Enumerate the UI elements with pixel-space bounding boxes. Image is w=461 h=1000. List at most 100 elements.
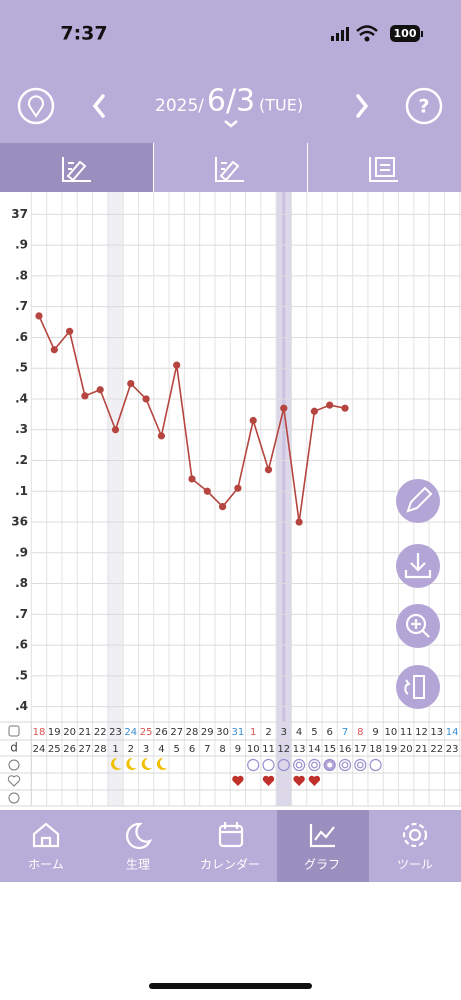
cycle-day-label: 24	[33, 744, 46, 755]
next-day[interactable]	[356, 94, 369, 118]
date-label: 19	[48, 727, 61, 738]
nav-label[interactable]: ツール	[397, 858, 433, 872]
date-label: 31	[232, 727, 245, 738]
temperature-point	[264, 466, 273, 474]
tab-icons	[62, 157, 398, 182]
date-label: 8	[357, 727, 363, 738]
temperature-point	[188, 475, 196, 483]
wifi-icon	[356, 25, 378, 36]
y-tick-label: 36	[11, 515, 28, 529]
test-ring	[293, 758, 306, 772]
cycle-day-label: 1	[112, 744, 118, 755]
nav-label[interactable]: カレンダー	[200, 857, 260, 872]
y-tick-label: .1	[15, 484, 28, 498]
y-tick-label: .8	[15, 576, 28, 590]
temperature-point	[173, 361, 181, 369]
tab[interactable]	[308, 143, 461, 192]
temperature-point	[66, 327, 74, 335]
date-label: 26	[155, 727, 168, 738]
cycle-day-label: 25	[48, 744, 61, 755]
nav-label[interactable]: グラフ	[304, 858, 340, 872]
cycle-day-label: 13	[293, 744, 306, 755]
date-label: 1	[250, 727, 256, 738]
date-label: 22	[94, 727, 107, 738]
cycle-day-label: 8	[219, 744, 225, 755]
temperature-point	[96, 386, 104, 394]
date-label: 28	[186, 727, 199, 738]
cycle-day-label: 5	[174, 744, 180, 755]
love-heart	[232, 775, 244, 786]
y-tick-label: .9	[15, 545, 28, 559]
period-moon	[111, 757, 122, 770]
date-label: 13	[430, 727, 443, 738]
fab[interactable]	[396, 479, 440, 523]
date-label: 10	[385, 727, 398, 738]
week-band	[107, 192, 124, 806]
temperature-point	[219, 503, 227, 511]
nav-label[interactable]: ホーム	[28, 858, 64, 872]
date-picker-chevron[interactable]	[224, 120, 238, 128]
test-ring	[338, 758, 352, 772]
y-tick-label: .3	[15, 422, 28, 436]
test-ring	[262, 758, 275, 772]
date-label: 6	[327, 727, 333, 738]
cycle-day-label: 2	[128, 744, 134, 755]
nav-label[interactable]: 生理	[126, 858, 150, 872]
help-button[interactable]	[405, 87, 443, 125]
y-tick-label: .4	[15, 699, 28, 713]
nav-icons	[32, 822, 428, 850]
temperature-point	[142, 395, 150, 403]
period-moon	[141, 757, 153, 770]
temperature-point	[234, 484, 242, 492]
test-ring	[308, 758, 321, 772]
date-label: 21	[79, 727, 92, 738]
y-tick-label: .4	[15, 391, 28, 405]
fab[interactable]	[396, 604, 440, 648]
temperature-point	[111, 426, 120, 434]
cycle-day-label: 22	[430, 744, 443, 755]
test-ring	[369, 758, 382, 772]
location-icon	[28, 95, 44, 118]
test-ring-star	[327, 762, 333, 768]
ovulation-row-icon	[8, 759, 20, 771]
test-ring-inner	[356, 761, 364, 769]
cycle-day-label: 10	[247, 744, 260, 755]
temperature-point	[249, 416, 257, 425]
tab[interactable]	[154, 143, 307, 192]
date-weekday: (TUE)	[259, 96, 303, 115]
y-tick-label: .9	[15, 238, 28, 252]
cycle-day-label: 15	[323, 744, 336, 755]
cycle-day-label: 17	[354, 744, 367, 755]
temperature-point	[203, 487, 211, 495]
signal-icon	[331, 27, 349, 41]
cycle-day-label: 6	[189, 744, 195, 755]
temperature-point	[295, 518, 303, 526]
cycle-day-label: 4	[158, 744, 164, 755]
fab[interactable]	[396, 665, 440, 709]
cycle-day-label: 19	[385, 744, 398, 755]
y-tick-label: 37	[11, 207, 28, 221]
temperature-point	[35, 312, 43, 320]
y-tick-label: .7	[15, 299, 28, 313]
status-time: 7:37	[60, 23, 107, 45]
fab-edit-icon	[406, 486, 433, 513]
date-label: 14	[446, 727, 459, 738]
y-tick-label: .5	[15, 668, 28, 682]
fab-zoom-plus	[411, 619, 430, 638]
temperature-point	[127, 379, 135, 388]
period-moon	[126, 757, 137, 770]
date-label: 9	[372, 727, 378, 738]
header-bg	[0, 0, 461, 143]
cycle-day-label: 14	[308, 744, 321, 755]
mood-row-icon	[8, 792, 20, 804]
home-indicator	[149, 983, 312, 989]
prev-day[interactable]	[92, 94, 105, 118]
date-day[interactable]: 6/3	[207, 84, 255, 119]
date-label: 30	[216, 727, 229, 738]
love-row-icon	[7, 775, 21, 787]
fab-download-icon	[404, 553, 432, 579]
location-button[interactable]	[17, 87, 55, 125]
cycle-day-label: 7	[204, 744, 210, 755]
plot: 37.9.8.7.6.5.4.3.2.136.9.8.7.6.5.4182419…	[0, 192, 461, 807]
temperature-point	[310, 407, 318, 415]
